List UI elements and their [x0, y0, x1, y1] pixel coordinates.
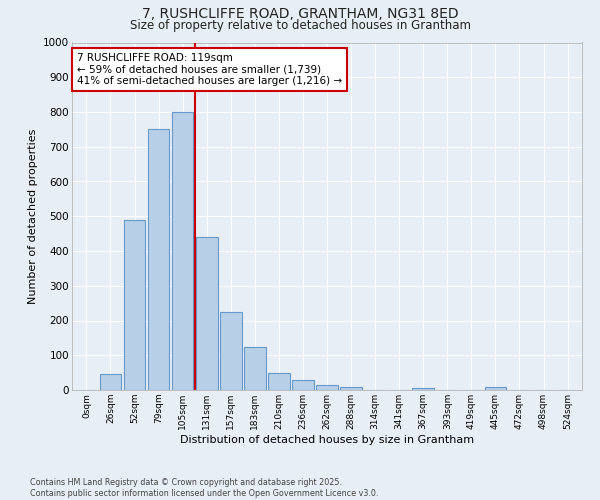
- Text: 7 RUSHCLIFFE ROAD: 119sqm
← 59% of detached houses are smaller (1,739)
41% of se: 7 RUSHCLIFFE ROAD: 119sqm ← 59% of detac…: [77, 53, 342, 86]
- Bar: [244, 346, 266, 390]
- Text: Size of property relative to detached houses in Grantham: Size of property relative to detached ho…: [130, 18, 470, 32]
- Bar: [412, 388, 434, 390]
- Bar: [100, 374, 121, 390]
- Bar: [268, 372, 290, 390]
- Bar: [485, 386, 506, 390]
- Bar: [340, 386, 362, 390]
- Bar: [172, 112, 193, 390]
- Text: Contains HM Land Registry data © Crown copyright and database right 2025.
Contai: Contains HM Land Registry data © Crown c…: [30, 478, 379, 498]
- Bar: [148, 130, 169, 390]
- Y-axis label: Number of detached properties: Number of detached properties: [28, 128, 38, 304]
- Bar: [196, 237, 218, 390]
- Bar: [220, 312, 242, 390]
- Bar: [292, 380, 314, 390]
- X-axis label: Distribution of detached houses by size in Grantham: Distribution of detached houses by size …: [180, 434, 474, 444]
- Text: 7, RUSHCLIFFE ROAD, GRANTHAM, NG31 8ED: 7, RUSHCLIFFE ROAD, GRANTHAM, NG31 8ED: [142, 8, 458, 22]
- Bar: [124, 220, 145, 390]
- Bar: [316, 385, 338, 390]
